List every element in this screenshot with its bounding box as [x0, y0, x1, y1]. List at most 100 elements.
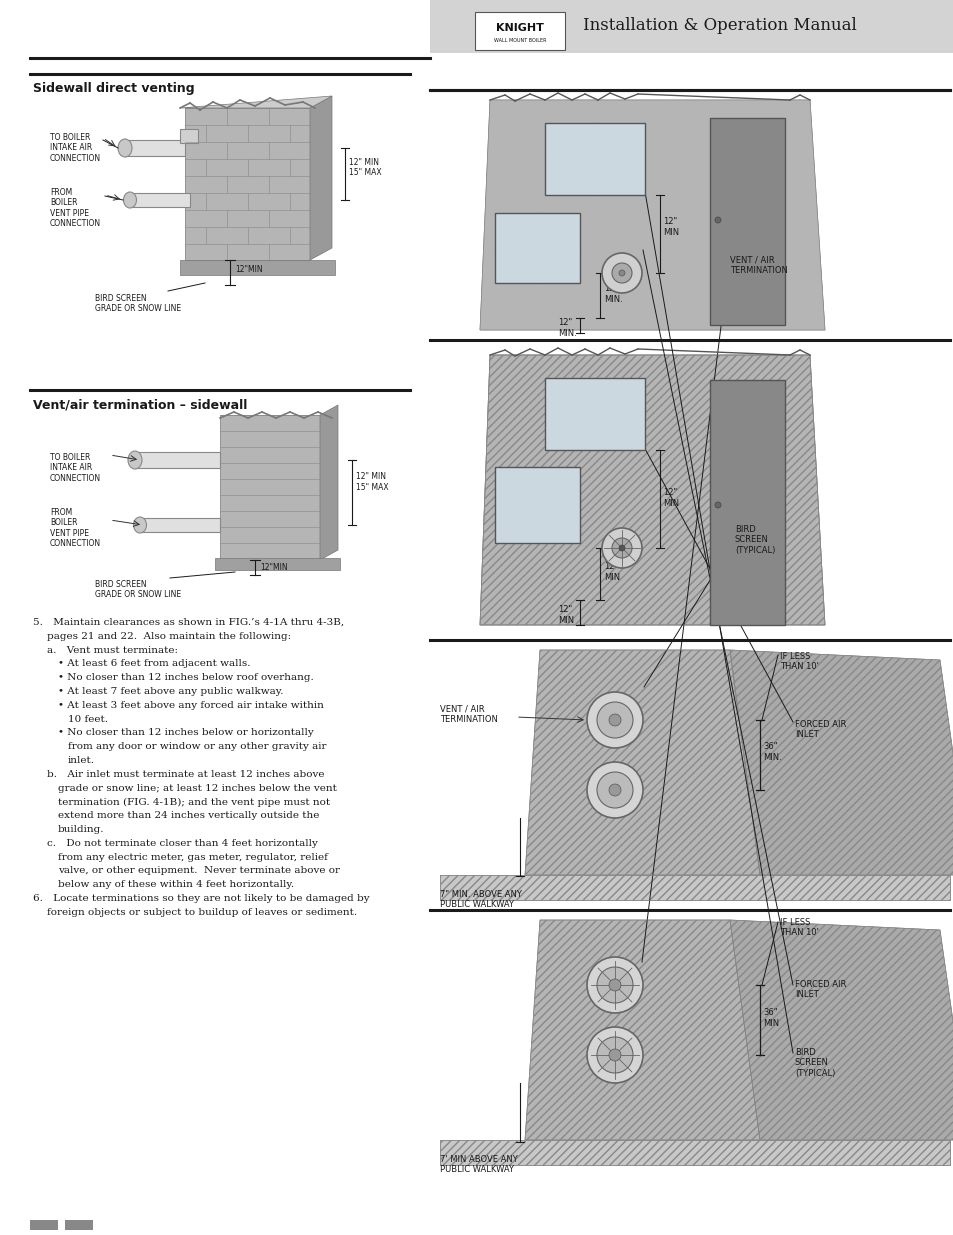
Text: 5. Maintain clearances as shown in FIG.’s 4-1A thru 4-3B,: 5. Maintain clearances as shown in FIG.’… [33, 618, 344, 627]
Circle shape [618, 545, 624, 551]
Polygon shape [524, 650, 760, 876]
Text: VENT / AIR
TERMINATION: VENT / AIR TERMINATION [439, 705, 497, 725]
Text: • No closer than 12 inches below or horizontally: • No closer than 12 inches below or hori… [58, 729, 314, 737]
Circle shape [714, 217, 720, 224]
Text: • No closer than 12 inches below roof overhang.: • No closer than 12 inches below roof ov… [58, 673, 314, 682]
Polygon shape [479, 100, 824, 330]
Bar [544, 124, 644, 195]
Text: BIRD SCREEN
GRADE OR SNOW LINE: BIRD SCREEN GRADE OR SNOW LINE [95, 580, 181, 599]
Circle shape [601, 529, 641, 568]
Bar [495, 467, 579, 543]
Bar [544, 378, 644, 450]
Circle shape [612, 538, 631, 558]
Text: 36"
MIN: 36" MIN [762, 1008, 779, 1028]
Text: below any of these within 4 feet horizontally.: below any of these within 4 feet horizon… [58, 881, 294, 889]
Text: building.: building. [58, 825, 105, 834]
Bar [30, 1220, 58, 1230]
Ellipse shape [123, 191, 136, 207]
Circle shape [586, 1028, 642, 1083]
Bar [430, 0, 953, 53]
Polygon shape [729, 920, 953, 1140]
Text: 12"
MIN.: 12" MIN. [603, 284, 622, 304]
Text: BIRD
SCREEN
(TYPICAL): BIRD SCREEN (TYPICAL) [794, 1049, 835, 1078]
Text: valve, or other equipment.  Never terminate above or: valve, or other equipment. Never termina… [58, 867, 339, 876]
Text: Installation & Operation Manual: Installation & Operation Manual [582, 17, 856, 35]
Text: b. Air inlet must terminate at least 12 inches above: b. Air inlet must terminate at least 12 … [47, 769, 324, 779]
Text: 12"
MIN: 12" MIN [662, 217, 679, 237]
Bar [495, 212, 579, 283]
Bar [125, 140, 185, 156]
Bar [709, 380, 784, 625]
Ellipse shape [118, 140, 132, 157]
Circle shape [618, 270, 624, 275]
Polygon shape [439, 876, 949, 900]
Bar [180, 261, 335, 275]
Text: 12" MIN
15" MAX: 12" MIN 15" MAX [349, 158, 381, 178]
Bar [180, 128, 198, 143]
Bar [65, 1220, 92, 1230]
Bar [130, 193, 190, 207]
Text: 12"MIN: 12"MIN [234, 266, 262, 274]
Text: FROM
BOILER
VENT PIPE
CONNECTION: FROM BOILER VENT PIPE CONNECTION [50, 188, 101, 228]
Polygon shape [180, 96, 332, 107]
Text: foreign objects or subject to buildup of leaves or sediment.: foreign objects or subject to buildup of… [47, 908, 356, 916]
Text: from any door or window or any other gravity air: from any door or window or any other gra… [68, 742, 326, 751]
Text: 12"MIN: 12"MIN [260, 562, 287, 572]
Text: grade or snow line; at least 12 inches below the vent: grade or snow line; at least 12 inches b… [58, 783, 336, 793]
Polygon shape [524, 920, 760, 1140]
Polygon shape [319, 405, 337, 559]
Circle shape [608, 784, 620, 797]
Text: TO BOILER
INTAKE AIR
CONNECTION: TO BOILER INTAKE AIR CONNECTION [50, 453, 101, 483]
Text: pages 21 and 22.  Also maintain the following:: pages 21 and 22. Also maintain the follo… [47, 632, 291, 641]
Text: a. Vent must terminate:: a. Vent must terminate: [47, 646, 178, 655]
Polygon shape [310, 96, 332, 261]
Text: • At least 7 feet above any public walkway.: • At least 7 feet above any public walkw… [58, 687, 283, 697]
Circle shape [608, 1049, 620, 1061]
Text: 12"
MIN: 12" MIN [662, 488, 679, 508]
Text: 12"
MIN: 12" MIN [603, 562, 619, 582]
Text: 12"
MIN.: 12" MIN. [558, 319, 577, 337]
Bar [214, 558, 339, 571]
Text: VENT / AIR
TERMINATION: VENT / AIR TERMINATION [729, 256, 787, 274]
Text: KNIGHT: KNIGHT [496, 23, 543, 33]
Text: FROM
BOILER
VENT PIPE
CONNECTION: FROM BOILER VENT PIPE CONNECTION [50, 508, 101, 548]
Text: Sidewall direct venting: Sidewall direct venting [33, 82, 194, 95]
Text: IF LESS
THAN 10': IF LESS THAN 10' [780, 652, 818, 672]
Polygon shape [185, 107, 310, 261]
Circle shape [586, 762, 642, 818]
Text: IF LESS
THAN 10': IF LESS THAN 10' [780, 918, 818, 937]
Text: termination (FIG. 4-1B); and the vent pipe must not: termination (FIG. 4-1B); and the vent pi… [58, 798, 330, 806]
Text: BIRD
SCREEN
(TYPICAL): BIRD SCREEN (TYPICAL) [734, 525, 775, 555]
Text: 7' MIN ABOVE ANY
PUBLIC WALKWAY: 7' MIN ABOVE ANY PUBLIC WALKWAY [439, 1155, 517, 1174]
Ellipse shape [133, 517, 147, 534]
Text: • At least 3 feet above any forced air intake within: • At least 3 feet above any forced air i… [58, 700, 323, 710]
Text: c. Do not terminate closer than 4 feet horizontally: c. Do not terminate closer than 4 feet h… [47, 839, 317, 847]
Polygon shape [729, 650, 953, 876]
Text: from any electric meter, gas meter, regulator, relief: from any electric meter, gas meter, regu… [58, 852, 328, 862]
Circle shape [597, 967, 633, 1003]
Text: 6. Locate terminations so they are not likely to be damaged by: 6. Locate terminations so they are not l… [33, 894, 369, 903]
Circle shape [597, 701, 633, 739]
Text: 36"
MIN.: 36" MIN. [762, 742, 781, 762]
Circle shape [597, 772, 633, 808]
Circle shape [586, 692, 642, 748]
Circle shape [586, 957, 642, 1013]
Text: BIRD SCREEN
GRADE OR SNOW LINE: BIRD SCREEN GRADE OR SNOW LINE [95, 294, 181, 314]
Polygon shape [479, 100, 824, 330]
Bar [220, 415, 319, 559]
Bar [140, 517, 220, 532]
Ellipse shape [128, 451, 142, 469]
Circle shape [714, 501, 720, 508]
Text: FORCED AIR
INLET: FORCED AIR INLET [794, 981, 845, 999]
Text: Vent/air termination – sidewall: Vent/air termination – sidewall [33, 398, 247, 411]
Polygon shape [439, 1140, 949, 1165]
Circle shape [612, 263, 631, 283]
Text: extend more than 24 inches vertically outside the: extend more than 24 inches vertically ou… [58, 811, 319, 820]
Text: 12"
MIN: 12" MIN [558, 605, 574, 625]
Text: TO BOILER
INTAKE AIR
CONNECTION: TO BOILER INTAKE AIR CONNECTION [50, 133, 101, 163]
Bar [135, 452, 220, 468]
Text: 12" MIN
15" MAX: 12" MIN 15" MAX [355, 472, 388, 492]
Text: inlet.: inlet. [68, 756, 95, 764]
Circle shape [597, 1037, 633, 1073]
Bar [709, 119, 784, 325]
